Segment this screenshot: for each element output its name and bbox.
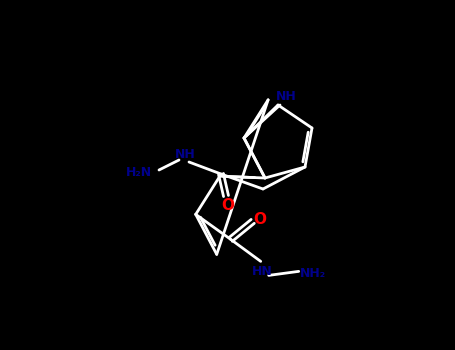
Text: NH: NH — [175, 147, 195, 161]
Text: O: O — [253, 212, 266, 227]
Text: HN: HN — [253, 265, 273, 278]
Text: O: O — [222, 198, 234, 214]
Text: NH: NH — [276, 90, 296, 103]
Text: NH₂: NH₂ — [300, 267, 326, 280]
Text: H₂N: H₂N — [126, 166, 152, 178]
